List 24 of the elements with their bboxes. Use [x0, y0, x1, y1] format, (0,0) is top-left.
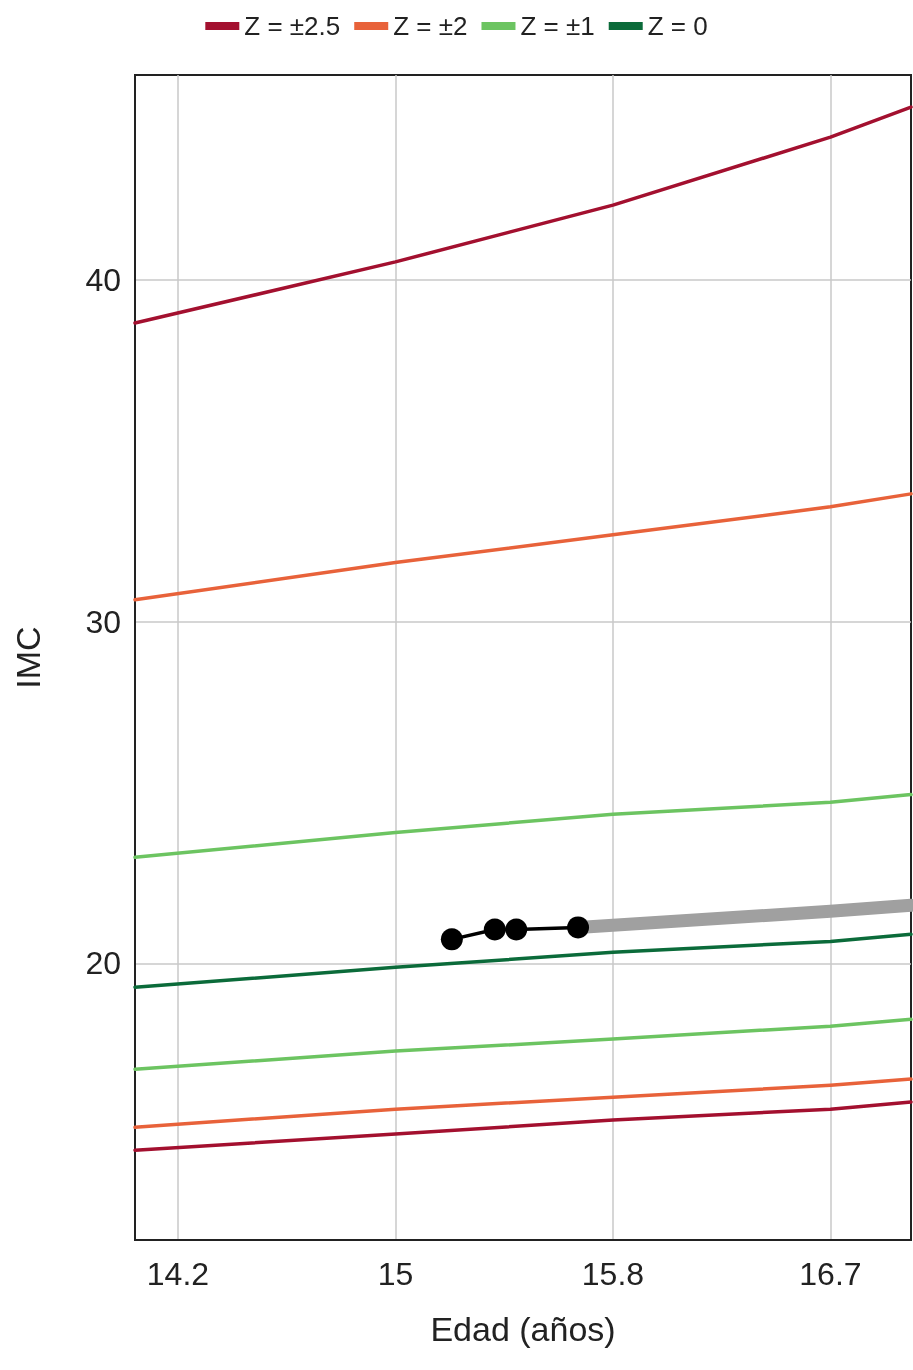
- y-axis-title: IMC: [9, 626, 47, 689]
- line-series: [133, 932, 913, 989]
- line-series: [133, 792, 913, 860]
- legend-label: Z = ±2: [393, 11, 468, 41]
- y-tick-label: 20: [85, 945, 121, 982]
- x-tick-label: 14.2: [146, 1256, 210, 1292]
- legend-label: Z = 0: [647, 11, 708, 41]
- line-series: [133, 1017, 913, 1071]
- y-tick-label: 40: [85, 261, 121, 298]
- point: [483, 918, 506, 941]
- point: [505, 918, 528, 941]
- legend-label: Z = ±1: [520, 11, 595, 41]
- line-series: [133, 492, 913, 602]
- x-tick-label: 15.8: [581, 1256, 645, 1292]
- line-series: [133, 1077, 913, 1130]
- line-series: [133, 1100, 913, 1152]
- y-tick-label: 30: [85, 603, 121, 640]
- x-axis-title: Edad (años): [430, 1310, 616, 1348]
- line-series: [133, 105, 913, 325]
- x-tick-label: 16.7: [799, 1256, 862, 1292]
- point: [567, 916, 590, 939]
- point: [440, 928, 463, 951]
- x-tick-label: 15: [377, 1256, 414, 1292]
- legend-label: Z = ±2.5: [244, 11, 341, 41]
